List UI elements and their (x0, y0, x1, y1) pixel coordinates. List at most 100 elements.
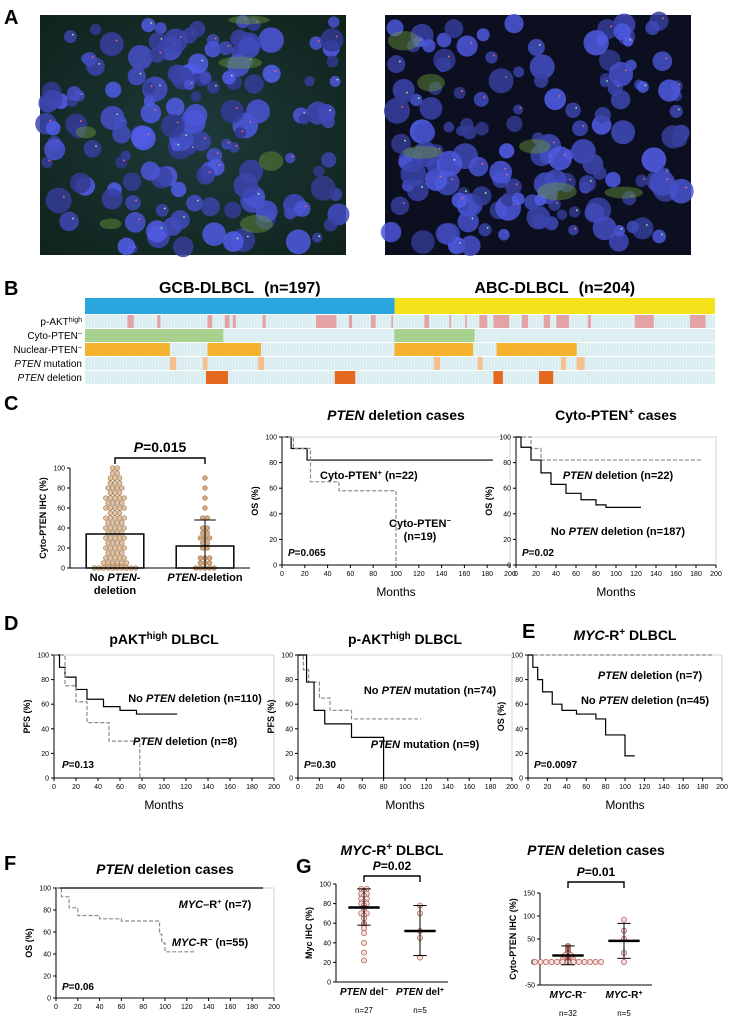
cytoplasm-stain (387, 31, 420, 51)
fish-signal (204, 137, 206, 140)
x-tick-label: 80 (369, 571, 377, 578)
text-part: =0.06 (69, 982, 95, 993)
fish-signal (661, 233, 663, 236)
text-part: mutation (41, 359, 82, 370)
heatmap-cell (556, 315, 569, 328)
cytoplasm-stain (218, 56, 263, 69)
text-part: -R (628, 990, 639, 1001)
x-tick-label: 180 (485, 784, 497, 791)
heatmap-cell (424, 315, 430, 328)
nucleus (527, 38, 545, 56)
data-point (121, 555, 127, 561)
data-point (197, 555, 204, 561)
group-n: n=32 (559, 1009, 578, 1018)
text-part: pAKT (109, 631, 147, 647)
text-part: Cyto-PTEN (320, 470, 378, 482)
nucleus (204, 41, 221, 58)
y-tick-label: 100 (499, 435, 511, 442)
row-label: PTEN deletion (18, 373, 82, 384)
y-tick-label: 20 (285, 751, 293, 758)
superscript: high (390, 631, 411, 642)
nucleus (202, 222, 226, 247)
row-label: Cyto-PTEN− (27, 331, 82, 343)
significance-bracket (114, 457, 206, 464)
fish-signal (230, 74, 233, 77)
x-tick-label: 120 (181, 1004, 193, 1011)
text-part: No (128, 693, 146, 705)
italic-part: MYC (179, 899, 205, 911)
data-point (197, 560, 204, 566)
fish-signal (644, 84, 647, 87)
text-part: - (137, 572, 141, 584)
nucleus (384, 97, 410, 124)
nucleus (238, 36, 260, 59)
data-point (103, 495, 109, 501)
series-label: No PTEN deletion (n=187) (551, 526, 686, 538)
nucleus (505, 178, 522, 196)
nucleus (101, 188, 123, 210)
text-line: deletion (94, 585, 136, 597)
nucleus (460, 235, 481, 256)
nucleus (526, 205, 551, 230)
data-point (112, 535, 118, 541)
nucleus (304, 76, 315, 87)
data-point (103, 505, 109, 511)
nucleus (224, 201, 242, 219)
group-n: (n=197) (264, 280, 320, 297)
italic-part: PTEN (569, 526, 599, 538)
data-point (202, 485, 208, 491)
data-point (110, 470, 116, 476)
fish-signal (236, 106, 238, 109)
y-tick-label: 100 (523, 914, 535, 921)
data-point (107, 515, 114, 521)
x-tick-label: 200 (710, 571, 722, 578)
nucleus (171, 141, 182, 152)
data-point (116, 555, 123, 561)
y-tick-label: 80 (515, 677, 523, 684)
text-part: mutation (n=74) (411, 685, 497, 697)
data-point (116, 490, 123, 496)
heatmap-cell (370, 315, 376, 328)
y-tick-label: 20 (43, 974, 51, 981)
italic-part: P (62, 760, 69, 771)
heatmap-cell (493, 315, 510, 328)
nucleus (626, 220, 639, 234)
heatmap-cell (315, 315, 337, 328)
italic-part: P (577, 865, 586, 879)
nucleus (592, 165, 607, 180)
data-point (114, 485, 120, 491)
superscript: − (78, 345, 82, 352)
p-value: P=0.065 (288, 548, 326, 559)
nucleus (422, 39, 436, 53)
nucleus (99, 32, 124, 57)
panel-label: F (4, 853, 16, 875)
data-point (114, 540, 120, 546)
nucleus (148, 32, 167, 51)
p-value: P=0.30 (304, 760, 336, 771)
x-tick-label: 100 (158, 784, 170, 791)
data-point (361, 925, 367, 932)
italic-part: PTEN (14, 359, 41, 370)
fish-signal (227, 45, 230, 47)
superscript: − (384, 987, 388, 994)
fish-signal (631, 195, 633, 197)
fish-signal (515, 183, 518, 186)
text-part: deletion (n=8) (162, 736, 237, 748)
nucleus (146, 220, 169, 243)
nucleus (70, 172, 91, 194)
nucleus (236, 15, 250, 29)
nucleus (45, 120, 61, 136)
y-tick-label: 40 (269, 511, 277, 518)
nucleus (460, 118, 474, 132)
fish-signal (438, 147, 441, 150)
data-point (532, 959, 538, 965)
x-tick-label: 120 (421, 784, 433, 791)
nucleus (115, 156, 128, 169)
group-n: (n=204) (579, 280, 635, 297)
data-point (116, 495, 123, 501)
fish-signal (506, 173, 508, 176)
nucleus (511, 192, 525, 206)
fish-signal (471, 217, 474, 220)
nucleus (433, 48, 456, 72)
fish-signal (519, 107, 522, 109)
